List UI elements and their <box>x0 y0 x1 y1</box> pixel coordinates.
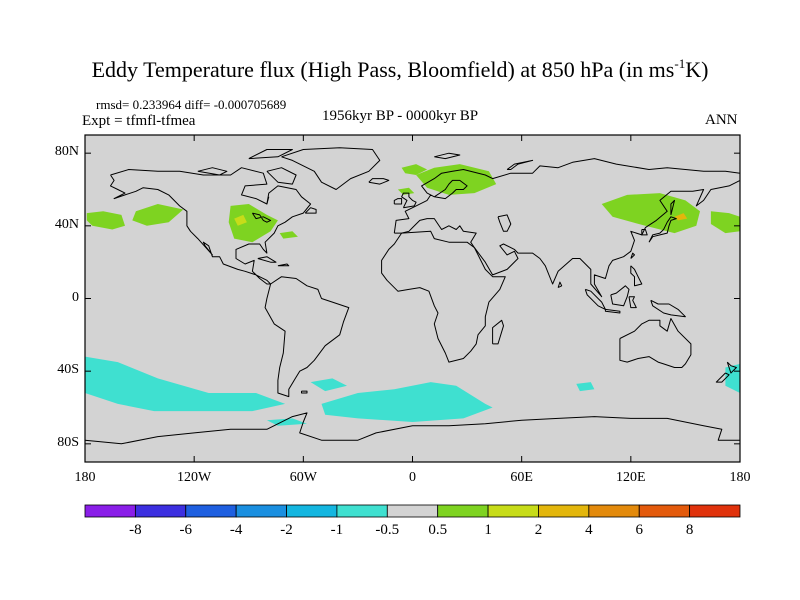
anomaly-region-positive <box>674 213 688 221</box>
coastline-segment <box>628 296 637 309</box>
coastline-segment <box>497 214 512 232</box>
lon-tick-label: 60E <box>510 470 533 485</box>
stats-text: rmsd= 0.233964 diff= -0.000705689 <box>96 97 287 112</box>
coastline-segment <box>492 319 504 345</box>
coastline-segment <box>110 167 312 285</box>
lat-tick-label: 80S <box>57 434 79 450</box>
anomaly-region-positive <box>401 164 428 175</box>
period-label: 1956kyr BP - 0000kyr BP <box>322 108 479 124</box>
lon-tick-label: 0 <box>409 470 416 485</box>
coastline-segment <box>197 167 228 176</box>
coastline-segment <box>630 252 635 259</box>
colorbar-label: -8 <box>129 522 142 538</box>
coastline-segment <box>715 372 730 383</box>
lon-tick-label: 180 <box>729 470 751 485</box>
colorbar-label: 0.5 <box>428 522 448 538</box>
anomaly-region-positive <box>416 164 497 195</box>
lon-tick-label: 60W <box>289 470 317 485</box>
coastline-segment <box>557 281 563 289</box>
lat-tick-label: 40S <box>57 362 79 378</box>
colorbar-swatch <box>437 504 489 518</box>
colorbar-swatch <box>638 504 691 518</box>
coastline-segment <box>304 207 317 214</box>
chart-title: Eddy Temperature flux (High Pass, Bloomf… <box>91 56 709 82</box>
anomaly-region-negative <box>321 382 493 422</box>
anomaly-region-positive <box>279 231 298 239</box>
anomaly-region-negative <box>85 356 286 412</box>
colorbar-swatch <box>134 504 187 518</box>
coastline-segment <box>641 229 648 236</box>
coastline-segment <box>604 308 621 314</box>
coastline-segment <box>248 149 293 160</box>
colorbar-label: -2 <box>280 522 293 538</box>
coastline-segment <box>257 256 277 263</box>
coastlines <box>84 147 741 445</box>
colorbar-swatch <box>386 504 439 518</box>
colorbar-swatch <box>286 504 338 518</box>
coastline-segment <box>277 263 290 267</box>
anomaly-region-positive <box>234 214 247 226</box>
coastline-segment <box>266 167 297 185</box>
coastline-segment <box>368 178 390 185</box>
coastline-segment <box>619 318 692 368</box>
coastline-segment <box>381 230 506 363</box>
coastline-segment <box>670 199 675 216</box>
experiment-label: Expt = tfmfl-tfmea <box>82 113 196 129</box>
colorbar-label: 8 <box>685 522 694 538</box>
axis-ticks <box>84 135 741 462</box>
anomaly-region-negative <box>310 378 347 392</box>
anomaly-regions <box>85 164 740 426</box>
lat-tick-label: 0 <box>72 289 79 305</box>
lat-tick-label: 40N <box>54 216 79 232</box>
coastline-segment <box>610 285 630 307</box>
colorbar-label: 4 <box>585 522 593 538</box>
colorbar-swatch <box>538 504 590 518</box>
colorbar-label: -4 <box>229 522 243 538</box>
lon-tick-label: 120W <box>177 470 212 485</box>
colorbar-label: 6 <box>635 522 643 538</box>
anomaly-region-negative <box>576 382 595 392</box>
coastline-segment <box>84 412 740 445</box>
coastline-segment <box>393 158 741 298</box>
coastline-segment <box>264 276 350 398</box>
lon-tick-label: 180 <box>74 470 96 485</box>
season-label: ANN <box>705 112 738 128</box>
coastline-segment <box>650 299 686 318</box>
lon-tick-label: 120E <box>616 470 646 485</box>
colorbar-label: 1 <box>484 522 492 538</box>
colorbar-label: 2 <box>534 522 543 538</box>
coastline-segment <box>301 390 308 394</box>
anomaly-region-positive <box>397 187 415 195</box>
anomaly-region-positive <box>710 211 740 234</box>
colorbar-swatch <box>336 504 388 518</box>
colorbar-swatch <box>689 504 741 518</box>
coastline-segment <box>648 216 677 243</box>
colorbar-swatch <box>588 504 640 518</box>
anomaly-region-positive <box>601 193 700 234</box>
coastline-segment <box>266 196 270 205</box>
coastline-segment <box>506 159 534 170</box>
anomaly-region-positive <box>228 204 278 243</box>
colorbar-swatch <box>235 504 287 518</box>
coastline-segment <box>630 265 643 287</box>
coastline-segment <box>401 192 417 209</box>
colorbar <box>84 504 741 518</box>
colorbar-label: -1 <box>330 522 344 538</box>
coastline-segment <box>281 147 381 190</box>
coastline-segment <box>434 152 461 160</box>
colorbar-label: -0.5 <box>375 522 400 538</box>
anomaly-region-positive <box>132 204 184 226</box>
colorbar-swatch <box>84 504 136 518</box>
coastline-segment <box>251 212 272 223</box>
colorbar-swatch <box>487 504 539 518</box>
coastline-segment <box>726 361 737 374</box>
lat-tick-label: 80N <box>54 144 79 160</box>
coastline-segment <box>393 198 403 205</box>
anomaly-region-positive <box>86 211 125 230</box>
colorbar-label: -6 <box>179 522 193 538</box>
colorbar-swatch <box>185 504 237 518</box>
